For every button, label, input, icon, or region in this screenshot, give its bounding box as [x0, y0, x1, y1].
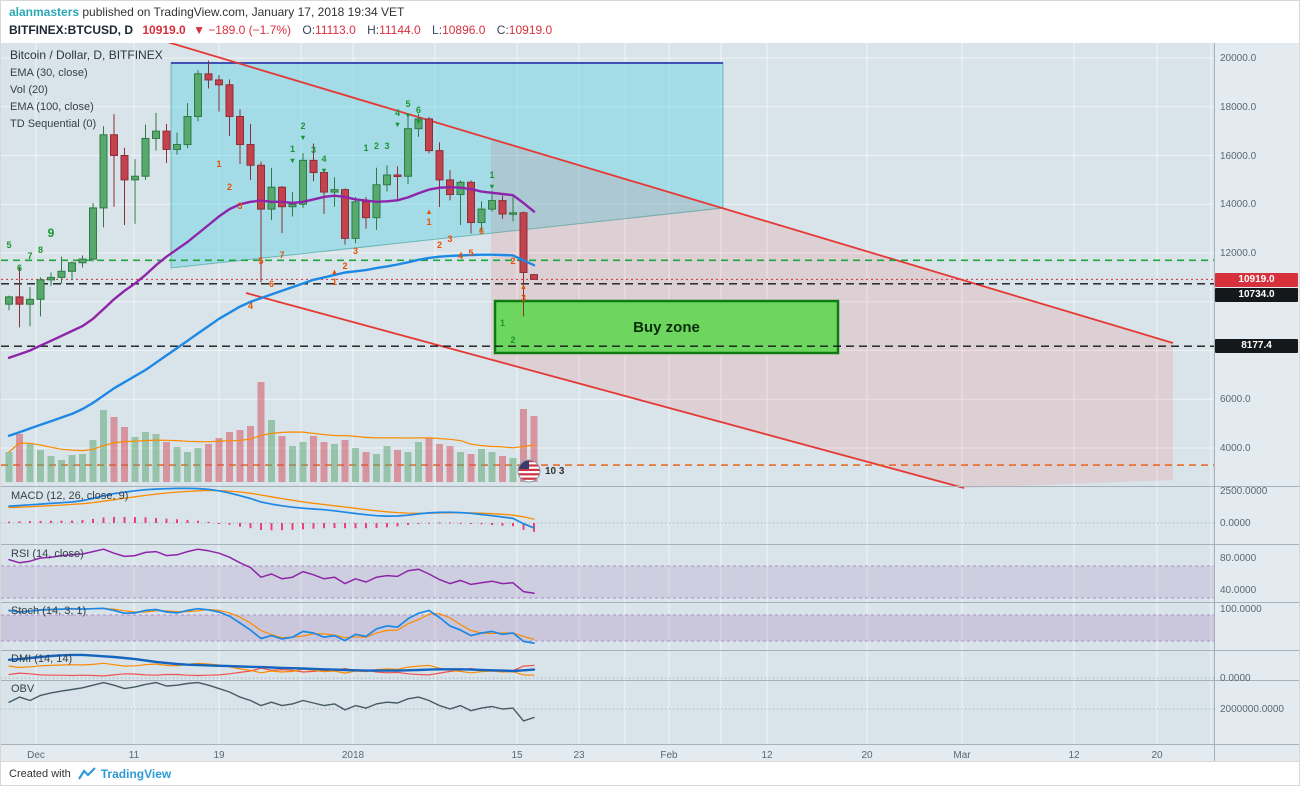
last-price-badge: 10919.0 — [1215, 273, 1298, 287]
open-value: 11113.0 — [315, 23, 356, 37]
svg-text:80.0000: 80.0000 — [1220, 553, 1257, 564]
price-change: ▼ −189.0 (−1.7%) — [193, 23, 292, 37]
svg-text:▼: ▼ — [289, 156, 296, 165]
symbol-title: BITFINEX:BTCUSD, D — [9, 23, 133, 37]
tradingview-logo-icon — [77, 766, 96, 780]
low-label: L: — [432, 23, 443, 37]
svg-text:1: 1 — [426, 217, 431, 227]
symbol-row: BITFINEX:BTCUSD, D 10919.0 ▼ −189.0 (−1.… — [1, 19, 1299, 37]
svg-text:6: 6 — [269, 279, 274, 289]
svg-text:▲: ▲ — [520, 282, 527, 291]
svg-text:11: 11 — [129, 750, 140, 761]
svg-text:3: 3 — [521, 293, 526, 303]
high-value: 11144.0 — [379, 23, 421, 37]
published-text: published on TradingView.com, January 17… — [79, 5, 405, 19]
svg-text:7: 7 — [279, 250, 284, 260]
svg-text:▲: ▲ — [331, 267, 338, 276]
svg-text:12000.0: 12000.0 — [1220, 248, 1257, 259]
svg-text:14000.0: 14000.0 — [1220, 199, 1257, 210]
svg-text:10 3: 10 3 — [545, 466, 565, 477]
last-price: 10919.0 — [142, 23, 186, 37]
open-label: O: — [302, 23, 316, 37]
svg-text:1: 1 — [216, 159, 221, 169]
svg-text:Dec: Dec — [27, 750, 45, 761]
svg-text:23: 23 — [573, 750, 585, 761]
svg-text:18000.0: 18000.0 — [1220, 102, 1257, 113]
svg-text:3: 3 — [384, 141, 389, 151]
svg-text:4000.0: 4000.0 — [1220, 443, 1251, 454]
svg-text:▲: ▲ — [425, 207, 432, 216]
close-label: C: — [496, 23, 509, 37]
svg-text:3: 3 — [353, 246, 358, 256]
svg-text:Feb: Feb — [660, 750, 678, 761]
svg-text:1: 1 — [332, 277, 337, 287]
footer: Created with TradingView — [1, 761, 1299, 785]
svg-text:▼: ▼ — [299, 133, 306, 142]
svg-text:5: 5 — [6, 240, 11, 250]
svg-text:4: 4 — [248, 301, 253, 311]
price-level-badge-8177: 8177.4 — [1215, 339, 1298, 353]
svg-text:20000.0: 20000.0 — [1220, 53, 1257, 64]
svg-text:▼: ▼ — [488, 182, 495, 191]
svg-text:3: 3 — [447, 234, 452, 244]
svg-text:8: 8 — [38, 245, 43, 255]
svg-text:5: 5 — [405, 99, 410, 109]
svg-text:6: 6 — [17, 263, 22, 273]
svg-text:1: 1 — [290, 144, 295, 154]
svg-text:20: 20 — [1151, 750, 1163, 761]
svg-text:100.0000: 100.0000 — [1220, 604, 1262, 615]
svg-text:2: 2 — [227, 182, 232, 192]
svg-text:1: 1 — [363, 143, 368, 153]
svg-text:1: 1 — [489, 170, 494, 180]
svg-text:40.0000: 40.0000 — [1220, 585, 1257, 596]
svg-text:0.0000: 0.0000 — [1220, 518, 1251, 529]
created-with-text: Created with — [9, 767, 71, 780]
svg-text:4: 4 — [321, 154, 326, 164]
price-level-badge-10734: 10734.0 — [1215, 288, 1298, 302]
svg-text:15: 15 — [511, 750, 523, 761]
svg-text:4: 4 — [395, 108, 400, 118]
svg-text:20: 20 — [861, 750, 873, 761]
svg-text:▼: ▼ — [394, 120, 401, 129]
svg-text:5: 5 — [468, 248, 473, 258]
close-value: 10919.0 — [508, 23, 553, 37]
svg-text:7: 7 — [27, 251, 32, 261]
high-label: H: — [367, 23, 380, 37]
svg-text:▼: ▼ — [320, 166, 327, 175]
svg-text:2: 2 — [510, 256, 515, 266]
svg-text:2: 2 — [510, 335, 515, 345]
svg-text:4: 4 — [458, 251, 463, 261]
tradingview-brand-link[interactable]: TradingView — [100, 766, 172, 781]
svg-text:5: 5 — [258, 256, 263, 266]
svg-text:19: 19 — [213, 750, 225, 761]
svg-text:▼: ▼ — [415, 117, 422, 126]
svg-text:2: 2 — [437, 240, 442, 250]
author-link[interactable]: alanmasters — [9, 5, 80, 19]
svg-text:9: 9 — [48, 226, 55, 240]
svg-text:2000000.0000: 2000000.0000 — [1220, 704, 1284, 715]
svg-text:6: 6 — [479, 226, 484, 236]
svg-text:6000.0: 6000.0 — [1220, 394, 1251, 405]
svg-text:3: 3 — [237, 201, 242, 211]
svg-text:16000.0: 16000.0 — [1220, 151, 1257, 162]
svg-text:2500.0000: 2500.0000 — [1220, 486, 1268, 497]
svg-text:Mar: Mar — [953, 750, 971, 761]
svg-text:2018: 2018 — [342, 750, 365, 761]
low-value: 10896.0 — [442, 23, 486, 37]
header: alanmasters published on TradingView.com… — [1, 1, 1299, 43]
svg-text:2: 2 — [374, 141, 379, 151]
svg-text:2: 2 — [342, 261, 347, 271]
svg-text:▼: ▼ — [404, 111, 411, 120]
svg-text:0.0000: 0.0000 — [1220, 673, 1251, 684]
svg-text:12: 12 — [1068, 750, 1080, 761]
svg-text:3: 3 — [311, 145, 316, 155]
svg-text:12: 12 — [761, 750, 773, 761]
svg-text:6: 6 — [416, 105, 421, 115]
publish-info-row: alanmasters published on TradingView.com… — [1, 1, 1299, 19]
svg-text:2: 2 — [300, 121, 305, 131]
svg-text:1: 1 — [500, 318, 505, 328]
